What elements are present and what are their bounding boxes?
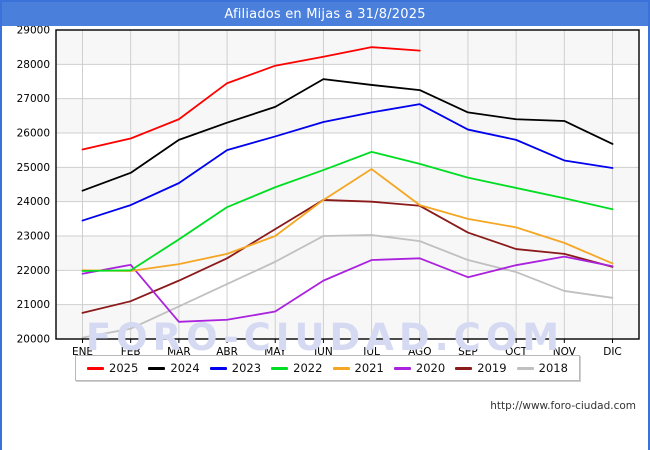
legend-swatch-icon [148,366,166,370]
x-axis-labels: ENE FEB MAR ABR MAY JUN JUL AGO SEP OCT NOV DIC [72,339,622,356]
legend-label: 2020 [415,361,446,375]
series-lines [81,46,614,339]
plot-frame [55,29,640,340]
page-title: Afiliados en Mijas a 31/8/2025 [224,6,426,22]
legend-item-2023[interactable]: 2023 [209,361,262,375]
legend-item-2019[interactable]: 2019 [455,361,507,375]
series-line-2018 [81,234,614,339]
y-tick-label: 29000 [17,26,50,37]
legend-swatch-icon [271,366,289,370]
x-tick-label: DIC [603,346,622,356]
x-tick-label: NOV [553,346,577,356]
y-tick-label: 28000 [17,59,50,71]
legend-swatch-icon [87,366,105,370]
x-tick-label: FEB [121,346,141,356]
x-tick-label: JUL [362,346,380,356]
legend-swatch-icon [332,366,350,370]
x-tick-label: ENE [72,346,93,356]
x-tick-label: JUN [313,346,333,356]
y-tick-label: 23000 [17,231,50,243]
line-chart: 20000 21000 22000 23000 24000 25000 26000 27000… [17,26,640,356]
plot-area: FORO-CIUDAD.COM 20000 21000 22000 23000 2400… [2,26,648,450]
legend-item-2022[interactable]: 2022 [271,361,322,375]
x-tick-label: AGO [408,346,431,356]
legend-swatch-icon [516,366,534,370]
legend-label: 2022 [293,361,323,375]
legend-label: 2023 [231,361,262,375]
y-tick-label: 22000 [17,265,50,277]
legend-item-2024[interactable]: 2024 [148,361,200,375]
x-tick-label: OCT [505,346,528,356]
legend-item-2018[interactable]: 2018 [516,361,568,375]
legend-label: 2019 [477,361,507,375]
band [56,236,639,271]
legend-swatch-icon [455,366,473,370]
window-title-bar: Afiliados en Mijas a 31/8/2025 [2,2,648,26]
series-line-2023 [81,103,614,222]
x-tick-label: MAR [167,346,191,356]
legend-label: 2018 [538,361,568,375]
legend-label: 2024 [170,361,200,375]
legend-label: 2021 [354,361,384,375]
series-line-2022 [81,150,614,272]
series-line-2020 [81,255,614,323]
y-tick-label: 25000 [17,162,50,174]
legend-item-2021[interactable]: 2021 [332,361,384,375]
legend-label: 2025 [109,361,139,375]
band [56,30,639,65]
y-axis-labels: 20000 21000 22000 23000 24000 25000 26000 27000… [17,26,50,346]
legend-swatch-icon [393,366,411,370]
y-tick-label: 20000 [17,334,50,346]
band [56,304,639,339]
y-tick-label: 26000 [17,128,50,140]
source-url: http://www.foro-ciudad.com [490,400,636,412]
legend-item-2020[interactable]: 2020 [393,361,446,375]
series-line-2021 [81,168,614,272]
legend-swatch-icon [209,366,227,370]
y-tick-label: 21000 [17,299,50,311]
legend-item-2025[interactable]: 2025 [87,361,138,375]
band [56,98,639,133]
x-tick-label: ABR [216,346,238,356]
y-tick-label: 27000 [17,93,50,105]
series-line-2025 [81,46,421,151]
x-tick-label: MAY [264,346,286,356]
series-line-2019 [81,199,614,314]
series-line-2024 [81,78,614,192]
x-tick-label: SEP [458,346,478,356]
chart-legend: 2025 2024 2023 2022 2021 2020 2019 2018 [75,355,580,381]
y-tick-label: 24000 [17,196,50,208]
